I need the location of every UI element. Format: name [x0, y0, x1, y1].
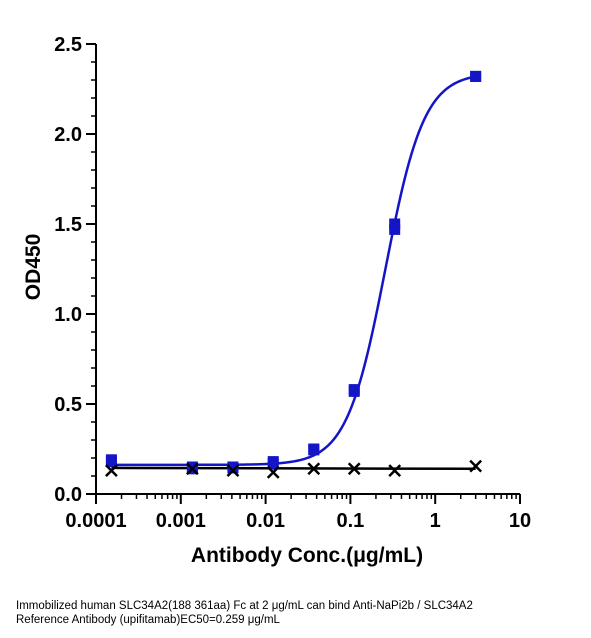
x-marker [389, 465, 400, 476]
x-tick-label: 1 [430, 510, 441, 532]
square-marker [470, 71, 481, 82]
y-tick-label: 0.5 [54, 394, 82, 416]
chart: 0.0 0.5 1.0 1.5 2.0 2.5 0.0001 0.001 0.01 0.1 1 10… [0, 0, 591, 595]
caption-line-2: Reference Antibody (upifitamab) EC50=0.2… [16, 613, 586, 627]
square-marker [389, 224, 400, 235]
data-markers [106, 71, 481, 478]
x-axis: 0.0001 0.001 0.01 0.1 1 10 [65, 494, 531, 532]
caption-line-1: Immobilized human SLC34A2(188 361aa) Fc … [16, 599, 586, 613]
square-marker [349, 386, 360, 397]
fit-curve-series-2 [111, 468, 475, 469]
x-tick-label: 0.0001 [65, 510, 126, 532]
y-tick-label: 1.5 [54, 214, 82, 236]
x-axis-title: Antibody Conc.(μg/mL) [191, 544, 423, 567]
y-tick-label: 2.0 [54, 124, 82, 146]
x-tick-label: 0.1 [336, 510, 364, 532]
x-tick-label: 10 [509, 510, 531, 532]
y-tick-label: 0.0 [54, 484, 82, 506]
x-tick-label: 0.001 [156, 510, 206, 532]
figure-caption: Immobilized human SLC34A2(188 361aa) Fc … [16, 599, 586, 627]
y-tick-label: 1.0 [54, 304, 82, 326]
fit-curve-series-1 [111, 77, 475, 465]
y-axis-title: OD450 [22, 234, 45, 301]
x-marker [470, 461, 481, 472]
fit-curves [111, 77, 475, 469]
y-tick-label: 2.5 [54, 34, 82, 56]
square-marker [308, 444, 319, 455]
y-axis: 0.0 0.5 1.0 1.5 2.0 2.5 [54, 34, 96, 506]
x-tick-label: 0.01 [246, 510, 285, 532]
